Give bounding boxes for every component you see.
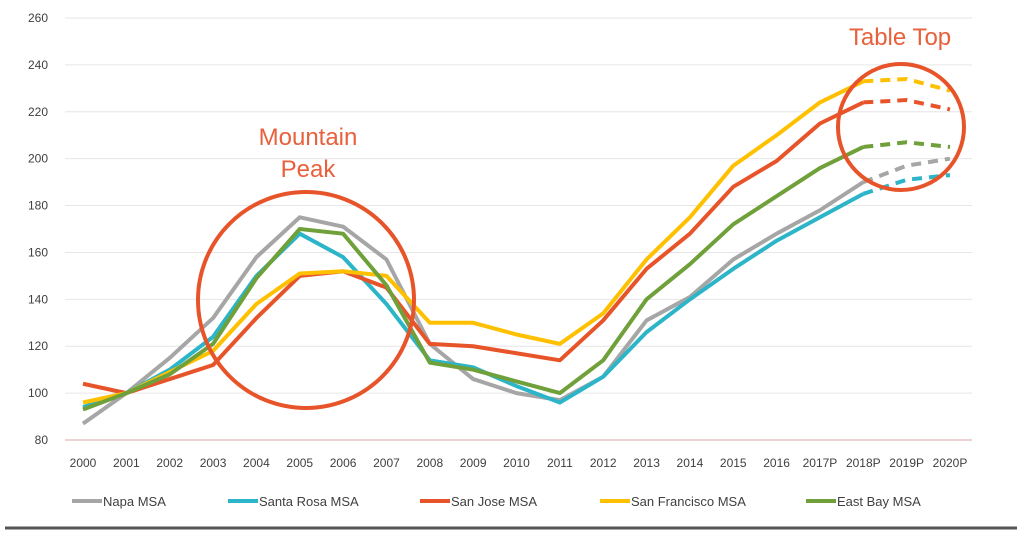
x-tick-label: 2009 <box>460 456 487 470</box>
mountain-peak-circle <box>196 190 416 410</box>
series-projection-san-francisco-msa <box>863 76 951 93</box>
x-axis-labels: 2000 2001 2002 2003 2004 2005 2006 2007 2008 2009… <box>70 456 968 470</box>
legend: Napa MSA Santa Rosa MSA San Jose MSA San Fr… <box>72 494 921 509</box>
x-tick-label: 2010 <box>503 456 530 470</box>
y-tick-label: 80 <box>35 433 49 447</box>
legend-label-east-bay-msa: East Bay MSA <box>837 494 921 509</box>
table-top-label: Table Top <box>849 24 951 51</box>
x-tick-label: 2000 <box>70 456 97 470</box>
x-tick-label: 2014 <box>677 456 704 470</box>
gridlines <box>65 17 972 441</box>
legend-label-napa-msa: Napa MSA <box>103 494 166 509</box>
legend-label-santa-rosa-msa: Santa Rosa MSA <box>259 494 359 509</box>
x-tick-label: 2015 <box>720 456 747 470</box>
mountain-peak-label-line2: Peak <box>281 156 337 183</box>
series-lines <box>81 76 951 426</box>
series-line-san-jose-msa <box>82 100 865 396</box>
legend-label-san-jose-msa: San Jose MSA <box>451 494 537 509</box>
series-line-santa-rosa-msa <box>82 192 865 410</box>
series-projection-santa-rosa-msa <box>862 173 951 196</box>
x-tick-label: 2013 <box>633 456 660 470</box>
series-projection-napa-msa <box>862 156 951 184</box>
x-tick-label: 2011 <box>547 456 573 470</box>
mountain-peak-label-line1: Mountain <box>259 124 358 151</box>
x-tick-label: 2005 <box>286 456 313 470</box>
x-tick-label: 2001 <box>113 456 140 470</box>
legend-label-san-francisco-msa: San Francisco MSA <box>631 494 746 509</box>
x-tick-label: 2019P <box>889 456 924 470</box>
x-tick-label: 2007 <box>373 456 400 470</box>
series-line-san-francisco-msa <box>82 79 865 405</box>
x-tick-label: 2006 <box>330 456 357 470</box>
x-tick-label: 2016 <box>763 456 790 470</box>
x-tick-label: 2002 <box>156 456 183 470</box>
y-tick-label: 120 <box>28 339 48 353</box>
annotations: Mountain Peak Table Top <box>196 24 966 410</box>
y-tick-label: 180 <box>28 199 48 213</box>
y-tick-label: 160 <box>28 245 48 259</box>
y-tick-label: 140 <box>28 292 48 306</box>
x-tick-label: 2017P <box>803 456 838 470</box>
x-tick-label: 2004 <box>243 456 270 470</box>
y-tick-label: 220 <box>28 105 48 119</box>
series-projection-east-bay-msa <box>863 140 951 149</box>
y-tick-label: 260 <box>28 11 48 25</box>
series-line-napa-msa <box>81 180 865 426</box>
series-projection-san-jose-msa <box>863 98 951 112</box>
y-axis-labels: 80 100 120 140 160 180 200 220 240 260 <box>28 11 48 447</box>
x-tick-label: 2018P <box>846 456 881 470</box>
y-tick-label: 200 <box>28 152 48 166</box>
y-tick-label: 240 <box>28 58 48 72</box>
x-tick-label: 2020P <box>933 456 968 470</box>
table-top-circle <box>836 62 966 192</box>
x-tick-label: 2008 <box>416 456 443 470</box>
y-tick-label: 100 <box>28 386 48 400</box>
x-tick-label: 2012 <box>590 456 617 470</box>
x-tick-label: 2003 <box>200 456 227 470</box>
series-line-east-bay-msa <box>82 145 865 412</box>
